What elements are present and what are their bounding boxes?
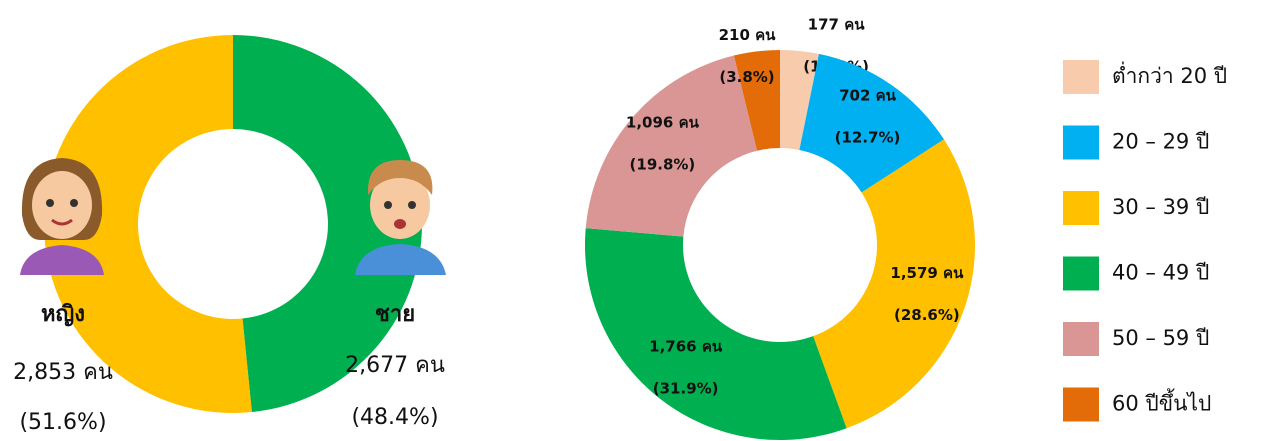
slice	[733, 50, 780, 151]
value-label: 1,579 คน	[890, 264, 964, 282]
female-icon	[20, 158, 104, 275]
percent-label: (28.6%)	[894, 306, 960, 324]
legend-label: 20 – 29 ปี	[1112, 130, 1209, 154]
value-label: 2,677 คน	[345, 353, 445, 378]
legend-swatch	[1063, 322, 1099, 356]
value-label: 1,096 คน	[626, 114, 700, 132]
legend-swatch	[1063, 191, 1099, 225]
percent-label: (19.8%)	[630, 156, 696, 174]
value-label: 2,853 คน	[13, 360, 113, 385]
value-label: 702 คน	[839, 87, 897, 105]
value-label: 177 คน	[808, 16, 866, 34]
legend-swatch	[1063, 387, 1099, 422]
percent-label: (48.4%)	[351, 405, 438, 430]
percent-label: (31.9%)	[653, 379, 719, 397]
legend-swatch	[1063, 60, 1099, 94]
slice	[585, 55, 758, 237]
slice	[233, 35, 423, 413]
legend-label: 30 – 39 ปี	[1112, 195, 1209, 219]
slice	[780, 50, 819, 150]
percent-label: (3.8%)	[719, 68, 774, 86]
slice	[799, 53, 944, 193]
legend-label: 60 ปีขึ้นไป	[1112, 389, 1211, 416]
category-label: หญิง	[41, 302, 85, 327]
slice	[44, 35, 252, 413]
legend: ต่ำกว่า 20 ปี 20 – 29 ปี 30 – 39 ปี 40 – 49…	[1063, 60, 1227, 422]
legend-swatch	[1063, 256, 1099, 291]
legend-label: 50 – 59 ปี	[1112, 326, 1209, 350]
legend-label: ต่ำกว่า 20 ปี	[1112, 61, 1227, 88]
percent-label: (51.6%)	[19, 410, 106, 435]
category-label: ชาย	[375, 302, 415, 327]
gender-donut: ชาย 2,677 คน (48.4%) หญิง 2,853 คน (51.6%)	[13, 35, 445, 435]
slice	[813, 139, 976, 429]
slice	[584, 228, 847, 440]
legend-swatch	[1063, 125, 1099, 160]
value-label: 210 คน	[719, 26, 777, 44]
value-label: 1,766 คน	[649, 337, 723, 355]
male-icon	[355, 160, 446, 275]
age-donut: 177 คน (19.8%) 702 คน (12.7%) 1,579 คน (28.6%…	[584, 16, 976, 440]
legend-label: 40 – 49 ปี	[1112, 261, 1209, 285]
percent-label: (12.7%)	[835, 129, 901, 147]
